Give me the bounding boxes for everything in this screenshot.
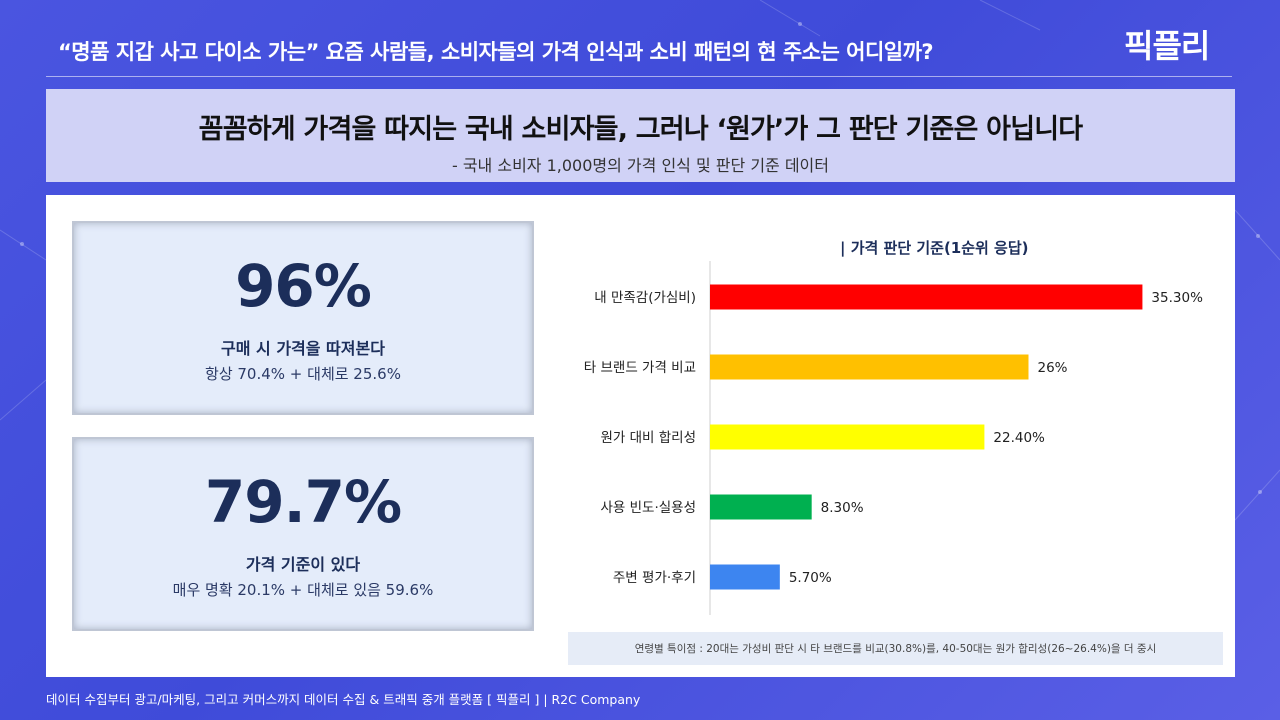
category-label: 내 만족감(가심비) bbox=[594, 290, 696, 306]
stat-card-price-check: 96% 구매 시 가격을 따져본다 항상 70.4% + 대체로 25.6% bbox=[72, 221, 534, 415]
stat-label: 가격 기준이 있다 bbox=[245, 555, 361, 574]
headline-banner: 꼼꼼하게 가격을 따지는 국내 소비자들, 그러나 ‘원가’가 그 판단 기준은… bbox=[46, 89, 1235, 182]
brand-logo: 픽플리 bbox=[1124, 27, 1210, 65]
data-label: 26% bbox=[1038, 360, 1068, 376]
stat-detail: 매우 명확 20.1% + 대체로 있음 59.6% bbox=[172, 581, 434, 599]
stat-label: 구매 시 가격을 따져본다 bbox=[221, 339, 385, 358]
bar bbox=[710, 284, 1143, 310]
headline-title: 꼼꼼하게 가격을 따지는 국내 소비자들, 그러나 ‘원가’가 그 판단 기준은… bbox=[198, 114, 1083, 145]
age-insight-note: 연령별 특이점 : 20대는 가성비 판단 시 타 브랜드를 비교(30.8%)… bbox=[568, 632, 1223, 665]
data-label: 22.40% bbox=[993, 430, 1045, 446]
bar bbox=[710, 494, 812, 520]
category-label: 주변 평가·후기 bbox=[613, 570, 696, 586]
data-label: 35.30% bbox=[1151, 290, 1203, 306]
page-title: “명품 지갑 사고 다이소 가는” 요즘 사람들, 소비자들의 가격 인식과 소… bbox=[58, 40, 934, 64]
category-label: 원가 대비 합리성 bbox=[600, 430, 696, 446]
stat-card-price-criteria: 79.7% 가격 기준이 있다 매우 명확 20.1% + 대체로 있음 59.… bbox=[72, 437, 534, 631]
footer-text: 데이터 수집부터 광고/마케팅, 그리고 커머스까지 데이터 수집 & 트래픽 … bbox=[46, 692, 641, 707]
bar-chart: 내 만족감(가심비) 35.30% 타 브랜드 가격 비교 26% 원가 대비 합리성 2… bbox=[584, 261, 1203, 615]
header-divider bbox=[46, 76, 1232, 77]
bar-chart-container: | 가격 판단 기준(1순위 응답) 내 만족감(가심비) 35.30% 타 브랜드… bbox=[566, 213, 1226, 633]
bar bbox=[710, 354, 1029, 380]
stat-value: 96% bbox=[235, 252, 372, 320]
bar bbox=[710, 564, 780, 590]
bar bbox=[710, 424, 985, 450]
stat-value: 79.7% bbox=[204, 468, 402, 536]
category-label: 타 브랜드 가격 비교 bbox=[584, 360, 696, 376]
category-label: 사용 빈도·실용성 bbox=[600, 500, 696, 516]
headline-subtitle: - 국내 소비자 1,000명의 가격 인식 및 판단 기준 데이터 bbox=[451, 156, 830, 175]
data-label: 5.70% bbox=[789, 570, 832, 586]
data-label: 8.30% bbox=[821, 500, 864, 516]
content-panel: 96% 구매 시 가격을 따져본다 항상 70.4% + 대체로 25.6% 7… bbox=[46, 195, 1235, 677]
chart-title: | 가격 판단 기준(1순위 응답) bbox=[840, 239, 1029, 257]
stat-detail: 항상 70.4% + 대체로 25.6% bbox=[205, 365, 401, 383]
